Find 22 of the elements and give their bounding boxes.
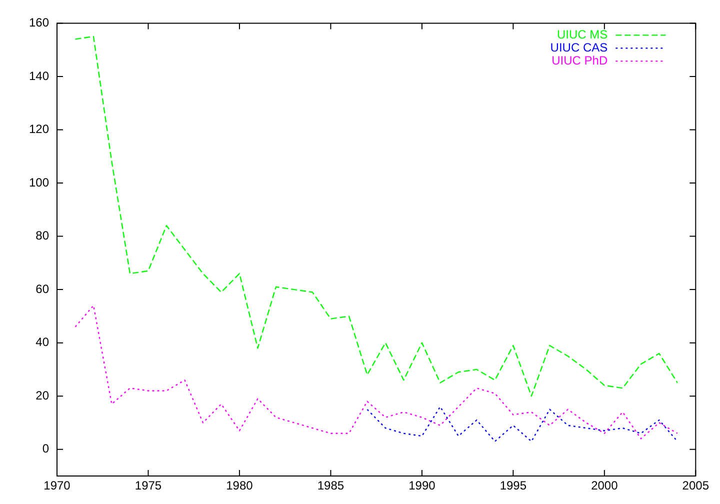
y-tick-label: 160 bbox=[28, 16, 50, 30]
text: UIUC MS bbox=[556, 28, 608, 42]
y-tick-label: 120 bbox=[28, 122, 50, 136]
x-tick-label: 2005 bbox=[682, 478, 710, 493]
x-tick-label: 1980 bbox=[226, 478, 254, 493]
line-series bbox=[74, 304, 678, 440]
y-tick-label: 40 bbox=[36, 335, 50, 350]
x-tick-label: 1985 bbox=[317, 478, 344, 493]
y-tick-label: 0 bbox=[42, 442, 50, 456]
x-tick-label: 1975 bbox=[134, 478, 162, 493]
y-tick-label: 80 bbox=[36, 228, 50, 243]
line-series bbox=[366, 406, 678, 442]
x-tick-label: 1990 bbox=[408, 478, 436, 493]
x-tick-label: 2000 bbox=[591, 478, 618, 493]
y-tick-label: 140 bbox=[28, 68, 50, 83]
y-tick-label: 100 bbox=[28, 175, 50, 190]
x-tick-label: 1970 bbox=[44, 478, 71, 493]
legend-label: UIUC CAS bbox=[550, 40, 608, 55]
y-tick-label: 20 bbox=[36, 388, 50, 402]
y-tick-label: 60 bbox=[36, 282, 50, 296]
legend-label: UIUC PhD bbox=[552, 54, 608, 68]
x-tick-label: 1995 bbox=[500, 478, 527, 493]
